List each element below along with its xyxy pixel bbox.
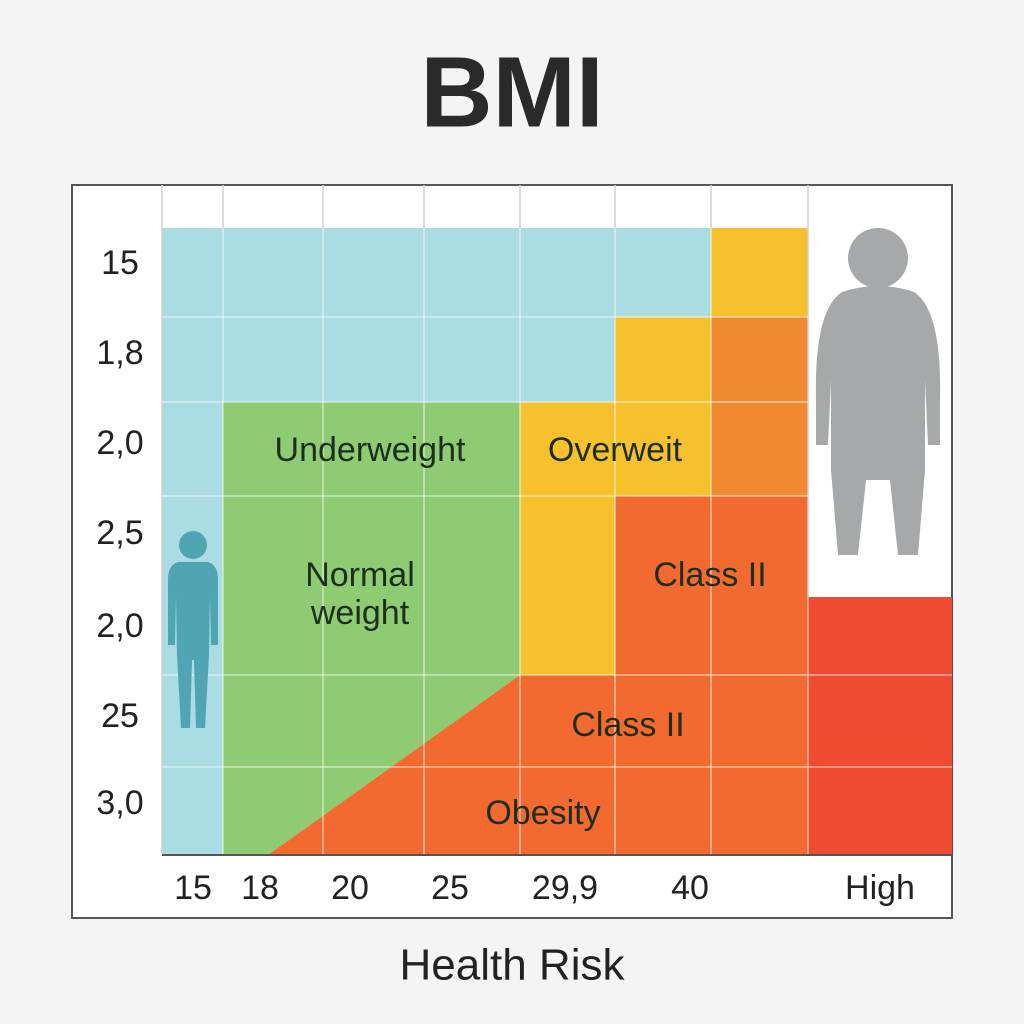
column-label: 29,9: [532, 869, 598, 907]
green-zone: [223, 402, 520, 855]
column-label: 18: [241, 869, 279, 907]
region-label: Underweight: [275, 431, 466, 469]
row-label: 3,0: [96, 784, 143, 822]
grid: [162, 228, 952, 855]
orange-zone: [711, 317, 808, 496]
region-label: Class II: [571, 706, 684, 744]
yellow-zone: [711, 228, 808, 317]
region-label: Obesity: [485, 794, 600, 832]
region-label: Normal weight: [305, 556, 415, 632]
small-figure: [168, 531, 218, 728]
row-label: 2,0: [96, 424, 143, 462]
region-label: Overweit: [548, 431, 683, 469]
row-label: 1,8: [96, 334, 143, 372]
region-labels: Underweight Overweit Normal weight Class …: [275, 431, 767, 832]
top-grid: [161, 185, 809, 855]
yellow-zone: [615, 317, 711, 402]
red-zone: [808, 597, 952, 855]
row-label: 2,0: [96, 607, 143, 645]
region-label: Class II: [653, 556, 766, 594]
column-label: 25: [431, 869, 469, 907]
blue-zone: [162, 228, 711, 317]
column-label: 40: [671, 869, 709, 907]
row-label: 15: [101, 244, 139, 282]
large-figure: [815, 228, 941, 555]
blue-zone: [162, 317, 615, 402]
footer: Health Risk: [400, 941, 626, 990]
row-label: 25: [101, 697, 139, 735]
column-label: 15: [174, 869, 212, 907]
yellow-zone: [520, 496, 615, 675]
red-orange-zone: [268, 675, 808, 855]
column-label: 20: [331, 869, 369, 907]
column-label: High: [845, 869, 915, 907]
row-label: 2,5: [96, 514, 143, 552]
title: BMI: [420, 36, 603, 148]
